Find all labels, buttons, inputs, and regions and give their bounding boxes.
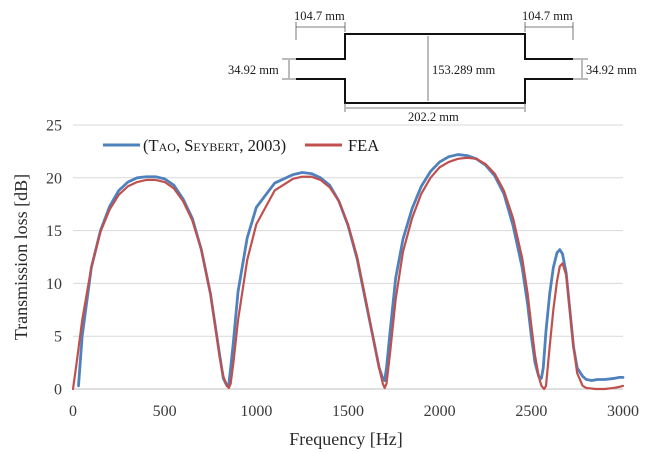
y-tick-label: 5	[54, 329, 62, 346]
legend-label-1: (TAO, SEYBERT, 2003)	[143, 136, 286, 155]
x-tick-label: 500	[153, 403, 177, 420]
legend: (TAO, SEYBERT, 2003) FEA	[103, 136, 379, 155]
x-tick-label: 1000	[240, 403, 272, 420]
dim-inlet-length: 104.7 mm	[294, 9, 345, 23]
dim-chamber-length: 202.2 mm	[408, 110, 459, 124]
x-tick-labels: 0 500 1000 1500 2000 2500 3000	[69, 403, 639, 420]
y-tick-label: 15	[46, 223, 62, 240]
y-tick-label: 25	[46, 118, 62, 135]
dim-outlet-length: 104.7 mm	[522, 9, 573, 23]
y-tick-label: 20	[46, 170, 62, 187]
dim-inlet-height: 34.92 mm	[228, 63, 279, 77]
y-tick-labels: 0 5 10 15 20 25	[46, 118, 62, 399]
x-tick-label: 0	[69, 403, 77, 420]
x-tick-label: 2000	[424, 403, 456, 420]
x-tick-label: 1500	[332, 403, 364, 420]
muffler-outline-top	[296, 33, 573, 60]
y-tick-label: 10	[46, 276, 62, 293]
muffler-diagram: 104.7 mm 104.7 mm 34.92 mm 34.92 mm 153.…	[228, 9, 637, 124]
muffler-outline-bottom	[296, 78, 573, 104]
series-lines	[71, 153, 625, 391]
chart: 0 500 1000 1500 2000 2500 3000 0 5 10 15 20 25 Freq…	[11, 118, 639, 450]
dim-outlet-height: 34.92 mm	[586, 63, 637, 77]
series-line-fea	[71, 156, 625, 391]
legend-label-2: FEA	[348, 136, 379, 155]
series-line-tao-seybert	[77, 153, 625, 388]
x-axis-title: Frequency [Hz]	[289, 429, 402, 449]
y-tick-label: 0	[54, 382, 62, 399]
x-tick-label: 3000	[607, 403, 639, 420]
y-axis-title: Transmission loss [dB]	[11, 174, 31, 340]
dim-chamber-height: 153.289 mm	[432, 63, 495, 77]
x-tick-label: 2500	[515, 403, 547, 420]
